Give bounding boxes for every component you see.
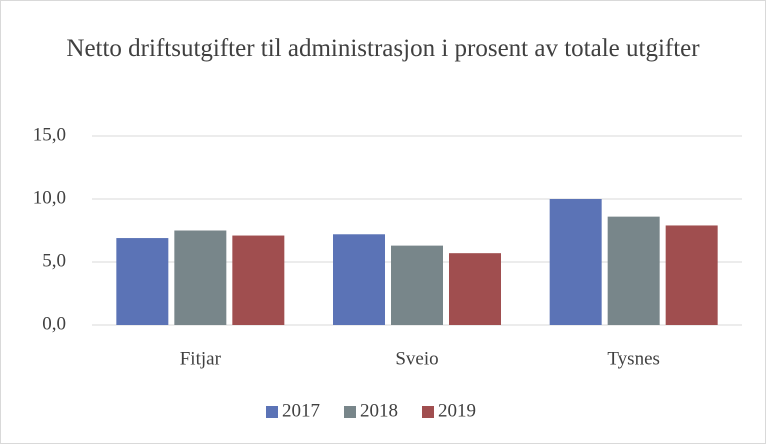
legend-label: 2017 bbox=[282, 400, 320, 421]
chart-title: Netto driftsutgifter til administrasjon … bbox=[66, 35, 700, 62]
legend-label: 2018 bbox=[360, 400, 398, 421]
x-tick-label: Fitjar bbox=[180, 348, 222, 369]
y-tick-label: 0,0 bbox=[42, 313, 66, 334]
legend-label: 2019 bbox=[438, 400, 476, 421]
bar bbox=[333, 234, 385, 325]
y-tick-label: 10,0 bbox=[33, 187, 66, 208]
bar bbox=[607, 216, 660, 325]
bar bbox=[549, 199, 602, 325]
x-tick-label: Tysnes bbox=[607, 348, 660, 369]
bar bbox=[391, 245, 443, 325]
bar bbox=[665, 225, 718, 325]
y-tick-label: 15,0 bbox=[33, 124, 66, 145]
bar bbox=[116, 238, 169, 325]
x-tick-label: Sveio bbox=[395, 348, 438, 369]
bar bbox=[174, 230, 227, 325]
legend-swatch bbox=[422, 406, 434, 418]
legend-swatch bbox=[344, 406, 356, 418]
y-tick-label: 5,0 bbox=[42, 250, 66, 271]
legend-swatch bbox=[266, 406, 278, 418]
bar bbox=[449, 253, 501, 325]
bar bbox=[232, 235, 285, 325]
